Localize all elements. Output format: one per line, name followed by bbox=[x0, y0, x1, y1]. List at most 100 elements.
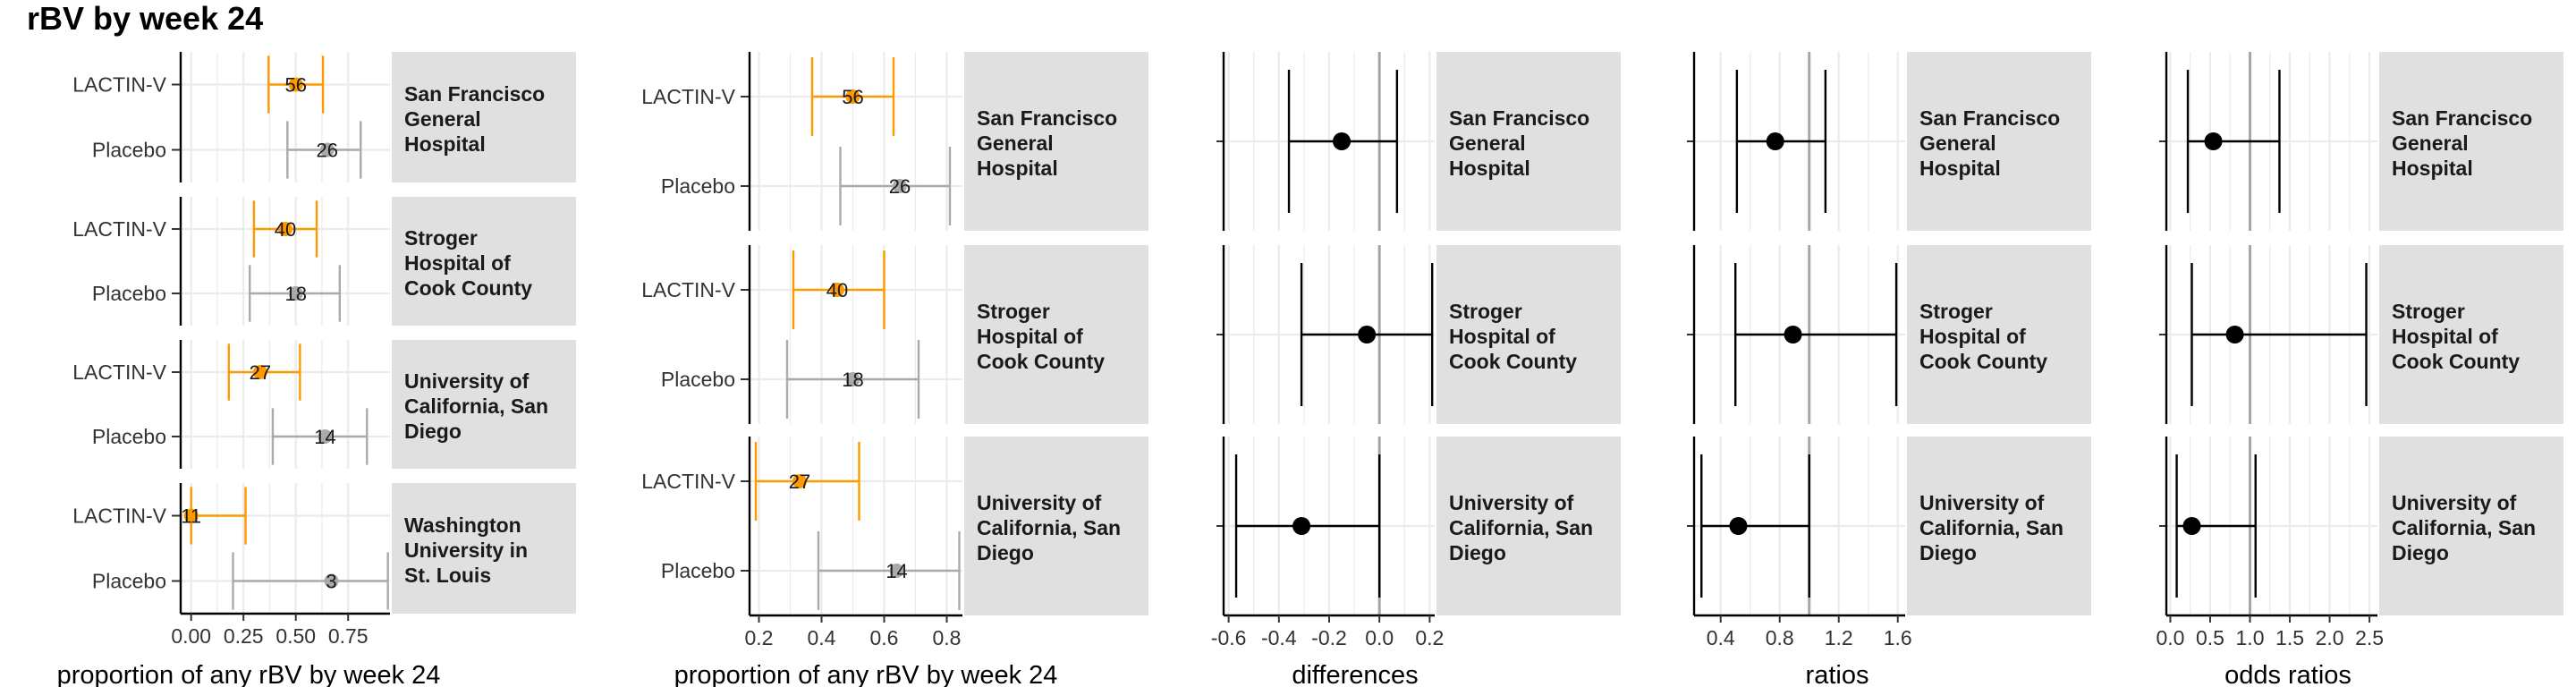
strip-label-line: Hospital of bbox=[1449, 325, 1555, 348]
strip-label-line: Hospital of bbox=[1919, 325, 2026, 348]
facet-panel: University of California, San Diego bbox=[1687, 437, 2091, 615]
strip-background bbox=[392, 197, 576, 326]
count-label: 27 bbox=[250, 361, 271, 384]
strip-label: University of California, San Diego bbox=[1919, 491, 2063, 564]
count-label: 14 bbox=[886, 560, 907, 582]
x-tick-label: 0.25 bbox=[224, 624, 264, 648]
strip-label-line: University of bbox=[2392, 491, 2517, 514]
point-estimate bbox=[318, 429, 333, 444]
strip-label: University of California, San Diego bbox=[2392, 491, 2536, 564]
panel-background bbox=[750, 437, 962, 615]
strip-background bbox=[392, 340, 576, 469]
chart-odds-ratios: San Francisco General Hospital Stroger Hospi… bbox=[2156, 52, 2563, 687]
facet-panel: San Francisco General Hospital bbox=[2159, 52, 2563, 231]
x-axis-title: odds ratios bbox=[2224, 661, 2351, 687]
x-tick-label: 0.0 bbox=[1365, 626, 1394, 649]
facet-panel: San Francisco General Hospital bbox=[1216, 52, 1621, 231]
strip-label-line: Stroger bbox=[977, 300, 1050, 323]
arm-label: Placebo bbox=[92, 282, 166, 305]
arm-label: LACTIN-V bbox=[72, 217, 166, 241]
strip-background bbox=[1436, 245, 1621, 424]
strip-label-line: California, San bbox=[1449, 516, 1593, 539]
strip-label-line: California, San bbox=[2392, 516, 2536, 539]
facet-panel: Stroger Hospital of Cook County bbox=[2159, 245, 2563, 424]
point-estimate bbox=[2182, 517, 2201, 535]
strip-label-line: University of bbox=[1919, 491, 2045, 514]
strip-label-line: Cook County bbox=[977, 350, 1105, 373]
x-tick-label: 1.6 bbox=[1884, 626, 1912, 649]
chart-proportions-three-sites: San Francisco General Hospital 56 LACTIN-V 26… bbox=[641, 52, 1148, 687]
point-estimate bbox=[324, 573, 339, 589]
count-label: 18 bbox=[284, 283, 306, 305]
strip-label: Stroger Hospital of Cook County bbox=[404, 226, 532, 300]
strip-label: San Francisco General Hospital bbox=[1449, 106, 1589, 180]
point-estimate bbox=[1358, 326, 1377, 344]
point-estimate bbox=[288, 77, 303, 92]
strip-label-line: Hospital bbox=[2392, 157, 2473, 180]
strip-label-line: San Francisco bbox=[1919, 106, 2060, 130]
arm-label: Placebo bbox=[92, 139, 166, 162]
point-estimate bbox=[183, 508, 199, 523]
arm-label: LACTIN-V bbox=[641, 278, 735, 301]
x-tick-label: 0.8 bbox=[1766, 626, 1794, 649]
count-label: 40 bbox=[275, 218, 296, 241]
x-tick-label: -0.2 bbox=[1311, 626, 1347, 649]
count-label: 26 bbox=[889, 175, 911, 198]
strip-label-line: St. Louis bbox=[404, 564, 491, 587]
point-estimate bbox=[2204, 132, 2223, 150]
strip-label-line: General bbox=[977, 131, 1054, 155]
strip-label-line: Hospital bbox=[404, 132, 486, 156]
panel-background bbox=[181, 340, 390, 469]
arm-label: Placebo bbox=[661, 174, 735, 198]
count-label: 56 bbox=[284, 74, 306, 97]
point-estimate bbox=[252, 365, 267, 379]
panel-background bbox=[181, 52, 390, 182]
x-tick-label: 0.4 bbox=[1707, 626, 1735, 649]
strip-label-line: California, San bbox=[404, 394, 548, 418]
facet-panel: San Francisco General Hospital bbox=[1687, 52, 2091, 231]
facet-panel: Stroger Hospital of Cook County bbox=[1216, 245, 1621, 424]
strip-label-line: General bbox=[404, 107, 481, 131]
count-label: 56 bbox=[842, 86, 863, 108]
x-axis-title: proportion of any rBV by week 24 bbox=[57, 661, 441, 687]
strip-label: Stroger Hospital of Cook County bbox=[2392, 300, 2520, 373]
count-label: 26 bbox=[317, 140, 338, 162]
strip-label-line: Hospital of bbox=[2392, 325, 2498, 348]
strip-label-line: Cook County bbox=[2392, 350, 2520, 373]
x-tick-label: 0.5 bbox=[2196, 626, 2224, 649]
strip-label: Stroger Hospital of Cook County bbox=[1449, 300, 1577, 373]
strip-background bbox=[964, 245, 1148, 424]
strip-label: San Francisco General Hospital bbox=[404, 82, 545, 156]
strip-label-line: Hospital bbox=[1449, 157, 1530, 180]
facet-panel: San Francisco General Hospital 56 LACTIN-V 26… bbox=[72, 52, 576, 182]
strip-label-line: Hospital of bbox=[404, 251, 511, 275]
x-tick-label: 0.00 bbox=[171, 624, 211, 648]
strip-label-line: San Francisco bbox=[2392, 106, 2532, 130]
strip-label-line: California, San bbox=[1919, 516, 2063, 539]
strip-label-line: Hospital bbox=[977, 157, 1058, 180]
facet-panel: University of California, San Diego bbox=[2159, 437, 2563, 615]
x-axis-title: ratios bbox=[1806, 661, 1869, 687]
count-label: 3 bbox=[326, 571, 336, 593]
chart-proportions-all-sites: San Francisco General Hospital 56 LACTIN-V 26… bbox=[57, 52, 576, 687]
strip-background bbox=[1907, 245, 2091, 424]
x-tick-label: 2.5 bbox=[2355, 626, 2384, 649]
chart-differences: San Francisco General Hospital Stroger Hospi… bbox=[1211, 52, 1621, 687]
point-estimate bbox=[2225, 326, 2244, 344]
strip-label-line: Cook County bbox=[1919, 350, 2047, 373]
strip-label-line: General bbox=[2392, 131, 2469, 155]
x-tick-label: 0.75 bbox=[328, 624, 369, 648]
strip-label: San Francisco General Hospital bbox=[2392, 106, 2532, 180]
arm-label: Placebo bbox=[661, 368, 735, 391]
count-label: 27 bbox=[789, 471, 810, 493]
point-estimate bbox=[845, 372, 860, 386]
strip-label-line: Cook County bbox=[1449, 350, 1577, 373]
x-tick-label: 1.0 bbox=[2236, 626, 2265, 649]
strip-label-line: University of bbox=[977, 491, 1102, 514]
point-estimate bbox=[1333, 132, 1352, 150]
strip-background bbox=[964, 52, 1148, 231]
facet-panel: San Francisco General Hospital 56 LACTIN-V 26… bbox=[641, 52, 1148, 231]
